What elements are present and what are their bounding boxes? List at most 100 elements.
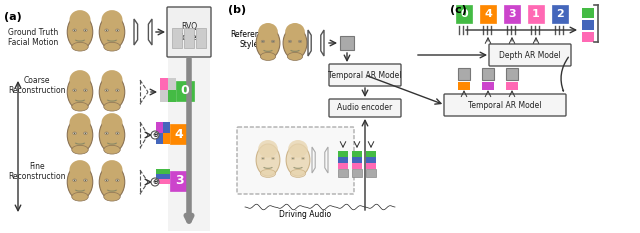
Bar xyxy=(156,174,163,179)
Ellipse shape xyxy=(116,132,119,134)
Bar xyxy=(168,90,176,102)
Ellipse shape xyxy=(67,117,93,153)
Ellipse shape xyxy=(116,89,119,92)
Ellipse shape xyxy=(272,158,274,159)
Ellipse shape xyxy=(70,10,90,29)
Bar xyxy=(176,81,194,101)
Bar xyxy=(338,157,348,163)
Ellipse shape xyxy=(261,157,265,160)
Ellipse shape xyxy=(287,52,303,60)
Bar xyxy=(163,179,170,184)
FancyBboxPatch shape xyxy=(444,94,566,116)
Bar xyxy=(456,5,472,23)
Ellipse shape xyxy=(292,158,294,159)
Bar xyxy=(163,174,170,179)
Ellipse shape xyxy=(104,192,120,201)
Ellipse shape xyxy=(73,29,76,31)
Text: Temporal AR Model: Temporal AR Model xyxy=(468,100,541,110)
Ellipse shape xyxy=(74,30,76,31)
Text: RVQ
Codes: RVQ Codes xyxy=(177,22,201,42)
Bar xyxy=(482,68,494,80)
Ellipse shape xyxy=(260,52,276,60)
Ellipse shape xyxy=(289,41,291,42)
Ellipse shape xyxy=(102,10,122,29)
Ellipse shape xyxy=(70,160,90,179)
Bar xyxy=(156,133,163,144)
Ellipse shape xyxy=(105,89,108,92)
Ellipse shape xyxy=(99,75,125,110)
Ellipse shape xyxy=(271,40,275,42)
Ellipse shape xyxy=(72,145,88,154)
Bar xyxy=(338,169,348,177)
Ellipse shape xyxy=(301,157,305,160)
Text: (b): (b) xyxy=(228,5,246,15)
Bar xyxy=(163,133,170,144)
Ellipse shape xyxy=(116,30,118,31)
Text: ⊕: ⊕ xyxy=(152,132,158,138)
FancyArrowPatch shape xyxy=(561,57,568,91)
Ellipse shape xyxy=(258,23,278,41)
Text: (a): (a) xyxy=(4,12,22,22)
FancyBboxPatch shape xyxy=(329,99,401,117)
Ellipse shape xyxy=(72,42,88,51)
Bar xyxy=(352,157,362,163)
Ellipse shape xyxy=(116,133,118,134)
Ellipse shape xyxy=(73,132,76,134)
Bar xyxy=(196,28,206,48)
Bar xyxy=(156,169,163,174)
Ellipse shape xyxy=(106,30,108,31)
Ellipse shape xyxy=(73,89,76,92)
Ellipse shape xyxy=(67,164,93,199)
Ellipse shape xyxy=(106,133,108,134)
Ellipse shape xyxy=(262,158,264,159)
Bar xyxy=(156,122,163,133)
Text: Driving Audio: Driving Audio xyxy=(279,210,331,219)
Bar xyxy=(582,32,594,42)
Bar xyxy=(506,68,518,80)
Ellipse shape xyxy=(262,41,264,42)
Ellipse shape xyxy=(74,133,76,134)
Ellipse shape xyxy=(84,89,86,91)
Bar xyxy=(352,169,362,177)
Circle shape xyxy=(151,131,159,139)
Ellipse shape xyxy=(84,180,86,181)
Bar xyxy=(458,68,470,80)
Ellipse shape xyxy=(258,140,278,158)
Ellipse shape xyxy=(283,27,307,59)
Text: ⊕: ⊕ xyxy=(152,179,158,185)
Ellipse shape xyxy=(104,102,120,111)
Text: Fine
Reconstruction: Fine Reconstruction xyxy=(8,162,65,182)
Bar xyxy=(340,36,354,50)
Bar xyxy=(552,5,568,23)
Bar xyxy=(504,5,520,23)
Ellipse shape xyxy=(260,169,276,178)
FancyBboxPatch shape xyxy=(237,127,354,194)
Ellipse shape xyxy=(116,89,118,91)
Ellipse shape xyxy=(256,144,280,176)
Ellipse shape xyxy=(256,27,280,59)
Text: Coarse
Reconstruction: Coarse Reconstruction xyxy=(8,76,65,95)
Ellipse shape xyxy=(102,160,122,179)
Ellipse shape xyxy=(298,40,301,42)
Text: 1: 1 xyxy=(532,9,540,19)
Ellipse shape xyxy=(288,140,308,158)
Bar xyxy=(506,82,518,90)
Ellipse shape xyxy=(84,132,87,134)
Text: 3: 3 xyxy=(175,175,183,188)
Ellipse shape xyxy=(74,89,76,91)
Ellipse shape xyxy=(84,179,87,182)
Ellipse shape xyxy=(104,145,120,154)
Ellipse shape xyxy=(291,169,306,178)
Bar xyxy=(366,151,376,157)
Bar xyxy=(160,90,168,102)
Text: Reference
Style: Reference Style xyxy=(230,30,268,49)
Bar xyxy=(172,28,182,48)
Ellipse shape xyxy=(67,14,93,49)
Ellipse shape xyxy=(116,180,118,181)
Bar xyxy=(366,157,376,163)
Text: Audio encoder: Audio encoder xyxy=(337,103,392,113)
Bar xyxy=(163,122,170,133)
Bar xyxy=(163,169,170,174)
Ellipse shape xyxy=(302,158,304,159)
Ellipse shape xyxy=(84,89,87,92)
